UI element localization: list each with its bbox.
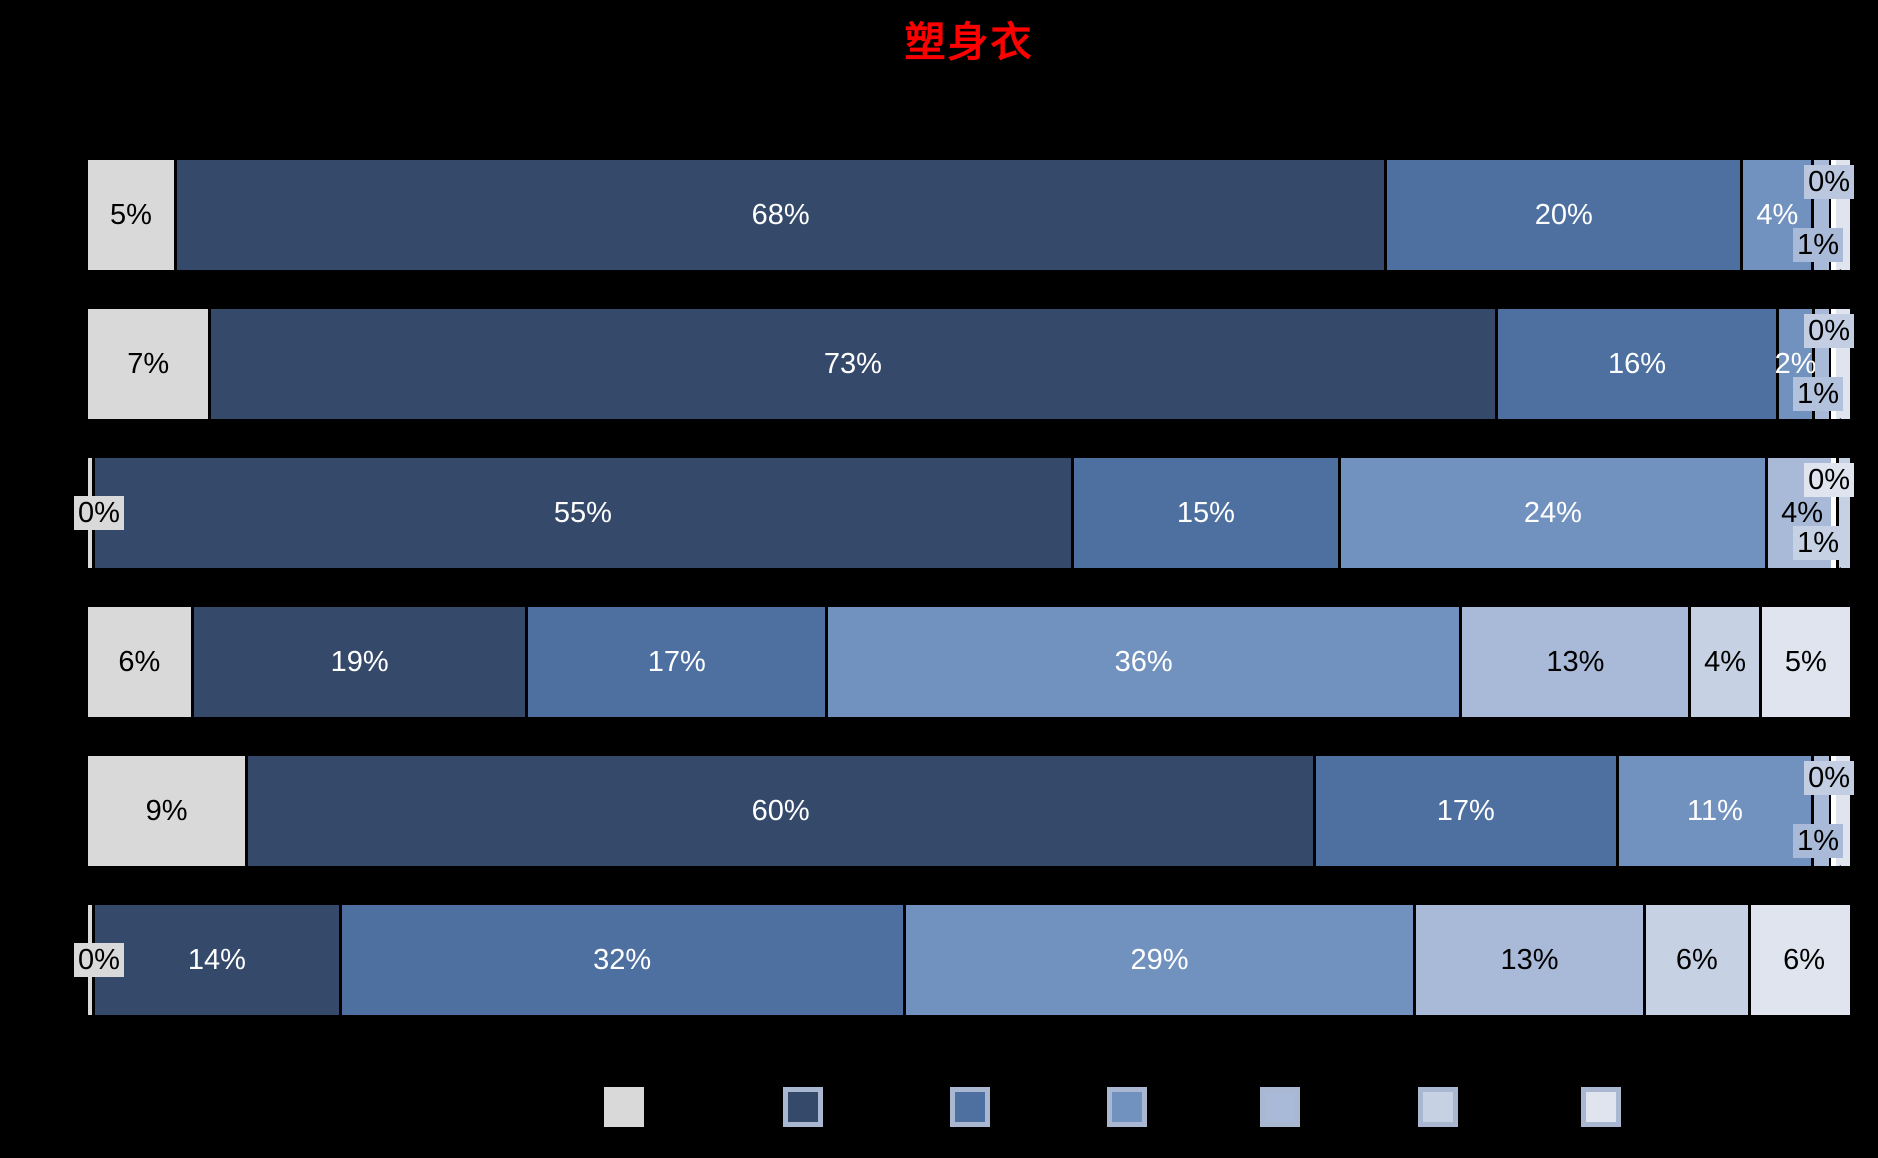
segment-label: 36% bbox=[1114, 645, 1173, 678]
bar-segment: 5% bbox=[1761, 607, 1850, 717]
segment-label: 17% bbox=[647, 645, 706, 678]
bar-segment: 14% bbox=[95, 905, 342, 1015]
segment-label: 5% bbox=[110, 198, 152, 231]
bar-row: 55% 15% 24% 4% 0% 0% 1% bbox=[74, 458, 1854, 582]
bar-segment: 60% bbox=[248, 756, 1317, 866]
bar-row: 9% 60% 17% 11% 0% 1% bbox=[88, 756, 1854, 880]
bar-segments: 5% 68% 20% 4% bbox=[88, 160, 1850, 270]
bar-row: 14% 32% 29% 13% 6% 6% 0% bbox=[74, 905, 1850, 1015]
bar-segment: 19% bbox=[193, 607, 529, 717]
chart-title: 塑身衣 bbox=[904, 19, 1034, 65]
bar-segment: 32% bbox=[341, 905, 906, 1015]
label-leader-line bbox=[1831, 160, 1836, 270]
bar-segment: 24% bbox=[1340, 458, 1768, 568]
bar-segment: 29% bbox=[905, 905, 1417, 1015]
bar-segment: 15% bbox=[1073, 458, 1341, 568]
segment-label: 6% bbox=[118, 645, 161, 678]
legend-swatch bbox=[783, 1087, 823, 1127]
bar-segment: 4% bbox=[1691, 607, 1762, 717]
bar-segments: 9% 60% 17% 11% bbox=[88, 756, 1850, 866]
bar-segments: 7% 73% 16% 2% bbox=[88, 309, 1850, 419]
bar-row: 5% 68% 20% 4% 0% 1% bbox=[88, 160, 1854, 284]
bar-segment: 13% bbox=[1462, 607, 1692, 717]
callout-label: 1% bbox=[1793, 228, 1843, 262]
segment-label: 13% bbox=[1546, 645, 1605, 678]
callout-label: 0% bbox=[74, 943, 124, 977]
bar-segment: 5% bbox=[88, 160, 177, 270]
segment-label: 29% bbox=[1130, 943, 1189, 976]
bar-row: 6% 19% 17% 36% 13% 4% 5% bbox=[88, 607, 1850, 717]
callout-label: 0% bbox=[1804, 165, 1854, 199]
legend-swatch bbox=[950, 1087, 990, 1127]
segment-label: 4% bbox=[1756, 198, 1799, 231]
label-leader-line bbox=[1831, 309, 1836, 419]
segment-label: 4% bbox=[1781, 496, 1824, 529]
label-leader-hook bbox=[1827, 567, 1843, 582]
segment-label: 11% bbox=[1687, 794, 1743, 827]
legend-swatch bbox=[604, 1087, 644, 1127]
bar-segment: 73% bbox=[211, 309, 1498, 419]
segment-label: 19% bbox=[330, 645, 389, 678]
bar-segments: 6% 19% 17% 36% 13% 4% 5% bbox=[88, 607, 1850, 717]
label-leader-hook bbox=[1827, 865, 1843, 880]
segment-label: 55% bbox=[553, 496, 612, 529]
label-leader-hook bbox=[1827, 269, 1843, 284]
segment-label: 16% bbox=[1608, 347, 1667, 380]
bar-segments: 14% 32% 29% 13% 6% 6% bbox=[88, 905, 1850, 1015]
bar-segment: 16% bbox=[1497, 309, 1780, 419]
callout-label: 0% bbox=[1804, 463, 1854, 497]
bar-segment: 6% bbox=[1645, 905, 1752, 1015]
legend-swatch bbox=[1418, 1087, 1458, 1127]
legend-swatch bbox=[1107, 1087, 1147, 1127]
bar-segment: 6% bbox=[1751, 905, 1850, 1015]
bar-segment: 36% bbox=[828, 607, 1463, 717]
segment-label: 15% bbox=[1176, 496, 1235, 529]
bar-row: 7% 73% 16% 2% 0% 1% bbox=[88, 309, 1854, 433]
bar-segment: 55% bbox=[95, 458, 1074, 568]
bar-segment: 68% bbox=[176, 160, 1388, 270]
callout-label: 1% bbox=[1793, 824, 1843, 858]
segment-label: 6% bbox=[1783, 943, 1826, 976]
segment-label: 60% bbox=[751, 794, 810, 827]
legend-swatch bbox=[1581, 1087, 1621, 1127]
bar-segment: 20% bbox=[1387, 160, 1744, 270]
bar-segment: 13% bbox=[1416, 905, 1646, 1015]
segment-label: 24% bbox=[1523, 496, 1582, 529]
label-leader-hook bbox=[1827, 418, 1843, 433]
segment-label: 13% bbox=[1500, 943, 1559, 976]
segment-label: 6% bbox=[1675, 943, 1718, 976]
segment-label: 2% bbox=[1774, 347, 1817, 380]
callout-label: 0% bbox=[74, 496, 124, 530]
bar-segment: 6% bbox=[88, 607, 194, 717]
segment-label: 17% bbox=[1436, 794, 1495, 827]
label-leader-line bbox=[1831, 458, 1836, 568]
segment-label: 68% bbox=[751, 198, 810, 231]
callout-label: 0% bbox=[1804, 314, 1854, 348]
legend-swatch bbox=[1260, 1087, 1300, 1127]
segment-label: 32% bbox=[593, 943, 652, 976]
callout-label: 0% bbox=[1804, 761, 1854, 795]
segment-label: 20% bbox=[1534, 198, 1593, 231]
segment-label: 4% bbox=[1704, 645, 1747, 678]
callout-label: 1% bbox=[1793, 526, 1843, 560]
segment-label: 73% bbox=[823, 347, 882, 380]
bar-segment: 17% bbox=[1316, 756, 1619, 866]
bar-segments: 55% 15% 24% 4% bbox=[88, 458, 1850, 568]
segment-label: 14% bbox=[187, 943, 246, 976]
label-leader-line bbox=[1831, 756, 1836, 866]
segment-label: 7% bbox=[127, 347, 170, 380]
segment-label: 5% bbox=[1784, 645, 1827, 678]
segment-label: 9% bbox=[145, 794, 188, 827]
bar-segment: 9% bbox=[88, 756, 249, 866]
bar-segment: 17% bbox=[528, 607, 829, 717]
bar-segment: 7% bbox=[88, 309, 212, 419]
callout-label: 1% bbox=[1793, 377, 1843, 411]
bar-segment: 11% bbox=[1618, 756, 1815, 866]
bar-segment bbox=[1839, 458, 1850, 568]
